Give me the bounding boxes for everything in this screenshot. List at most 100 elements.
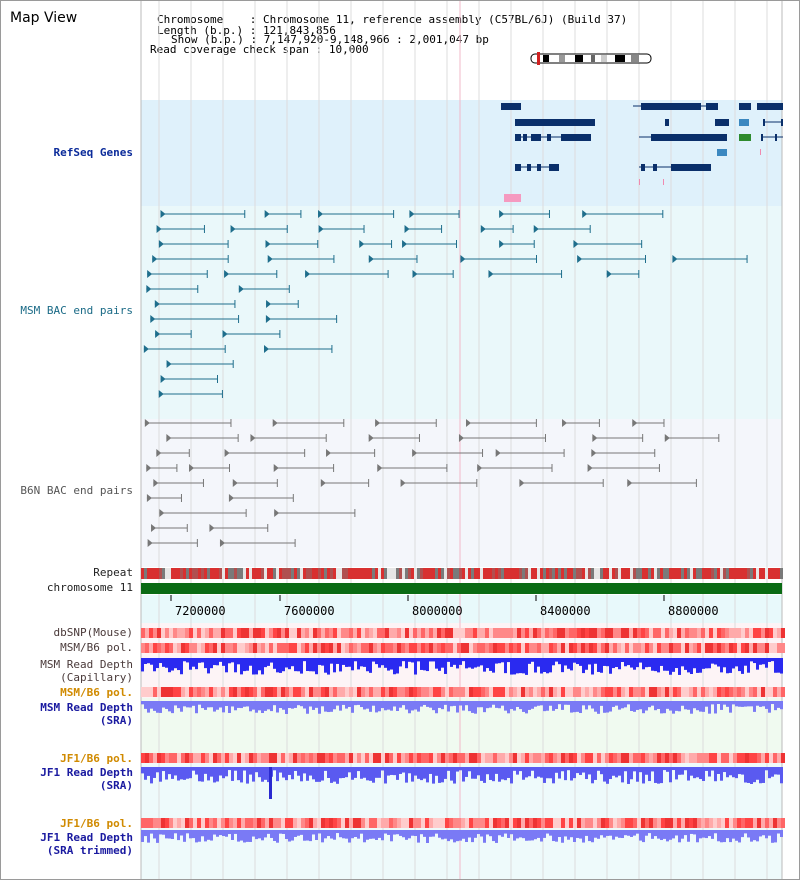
msm-depth-sra-bar — [687, 701, 690, 710]
msm-depth-capillary-bar — [777, 658, 780, 673]
jf1-b6-pol-trim-cell — [641, 818, 645, 828]
repeat-segment — [405, 568, 408, 579]
msm-depth-sra-bar — [141, 701, 144, 705]
gene-exon — [515, 119, 595, 126]
msm-depth-sra-bar — [777, 701, 780, 708]
jf1-depth-sra-bar — [321, 767, 324, 781]
jf1-depth-sra-bar — [474, 767, 477, 779]
msm-b6-pol-sra-cell — [413, 687, 417, 697]
msm-b6-pol-cell — [169, 643, 173, 653]
b6n-bac-label[interactable]: B6N BAC end pairs — [20, 484, 133, 497]
msm-b6-pol-cell — [657, 643, 661, 653]
msm-bac-end-pairs-track[interactable] — [143, 210, 748, 398]
jf1-b6-pol-trim-cell — [701, 818, 705, 828]
msm-b6-pol-cell — [525, 643, 529, 653]
jf1-b6-pol-cell — [685, 753, 689, 763]
msm-depth-capillary-bar — [750, 658, 753, 662]
jf1-b6-pol-cell — [293, 753, 297, 763]
repeat-segment — [654, 568, 657, 579]
msm-b6-pol-cell — [321, 643, 325, 653]
msm-depth-capillary-bar — [684, 658, 687, 670]
msm-depth-sra-bar — [612, 701, 615, 707]
dbsnp-cell — [313, 628, 317, 638]
jf1-depth-trimmed-bar — [684, 830, 687, 836]
bac-end-marker — [166, 434, 172, 442]
refseq-genes-track[interactable] — [501, 103, 783, 202]
repeat-segment — [591, 568, 594, 579]
jf1-b6-pol-trim-cell — [433, 818, 437, 828]
msm-b6-pol-sra-cell — [609, 687, 613, 697]
repeat-segment — [525, 568, 528, 579]
msm-b6-pol-sra-cell — [253, 687, 257, 697]
msm-depth-capillary-bar — [318, 658, 321, 665]
msm-b6-pol-sra-cell — [165, 687, 169, 697]
msm-bac-label[interactable]: MSM BAC end pairs — [20, 304, 133, 317]
repeat-segment — [150, 568, 153, 579]
msm-depth-capillary-bar — [540, 658, 543, 674]
msm-depth-capillary-bar — [312, 658, 315, 672]
msm-depth-capillary-bar — [270, 658, 273, 663]
msm-depth-capillary-bar — [564, 658, 567, 666]
bac-end-marker — [273, 464, 279, 472]
jf1-b6-pol-trim-cell — [745, 818, 749, 828]
jf1-b6-pol-trim-cell — [609, 818, 613, 828]
gene-exon — [717, 134, 727, 141]
msm-depth-capillary-bar — [357, 658, 360, 670]
msm-depth-capillary-bar — [621, 658, 624, 662]
jf1-depth-trimmed-bar — [744, 830, 747, 834]
dbsnp-cell — [641, 628, 645, 638]
msm-depth-sra-bar — [321, 701, 324, 707]
jf1-b6-pol-cell — [193, 753, 197, 763]
msm-b6-pol-cell — [297, 643, 301, 653]
bac-end-marker — [480, 225, 486, 233]
msm-depth-sra-bar — [498, 701, 501, 709]
jf1-depth-sra-bar — [153, 767, 156, 778]
jf1-b6-pol-trim-cell — [549, 818, 553, 828]
msm-depth-capillary-bar — [519, 658, 522, 674]
msm-b6-pol-cell — [477, 643, 481, 653]
jf1-b6-pol-cell — [481, 753, 485, 763]
msm-depth-capillary-bar — [228, 658, 231, 664]
jf1-depth-trimmed-bar — [363, 830, 366, 843]
repeat-segment — [336, 568, 339, 579]
msm-b6-pol-cell — [353, 643, 357, 653]
repeat-segment — [444, 568, 447, 579]
jf1-depth-trimmed-bar — [696, 830, 699, 843]
refseq-genes-label[interactable]: RefSeq Genes — [53, 146, 133, 159]
jf1-depth-sra-bar — [690, 767, 693, 776]
jf1-depth-sra-bar — [630, 767, 633, 780]
msm-b6-pol-sra-cell — [701, 687, 705, 697]
repeat-segment — [630, 568, 633, 579]
msm-b6-pol-sra-cell — [497, 687, 501, 697]
msm-depth-sra-bar — [651, 701, 654, 706]
msm-depth-capillary-bar — [654, 658, 657, 672]
msm-b6-pol-cell — [777, 643, 781, 653]
msm-b6-pol-cell — [693, 643, 697, 653]
dbsnp-cell — [477, 628, 481, 638]
msm-depth-capillary-bar — [747, 658, 750, 673]
msm-depth-sra-bar — [774, 701, 777, 711]
jf1-b6-pol-trim-cell — [689, 818, 693, 828]
chromosome-ideogram[interactable] — [530, 52, 652, 65]
msm-b6-pol-cell — [141, 643, 145, 653]
jf1-b6-pol-cell — [525, 753, 529, 763]
msm-b6-pol-sra-cell — [513, 687, 517, 697]
msm-depth-capillary-bar — [159, 658, 162, 664]
msm-depth-sra-bar — [771, 701, 774, 705]
msm-b6-pol-cell — [729, 643, 733, 653]
repeat-segment — [195, 568, 198, 579]
jf1-b6-pol-cell — [597, 753, 601, 763]
dbsnp-cell — [201, 628, 205, 638]
jf1-depth-trimmed-bar — [507, 830, 510, 838]
dbsnp-label: dbSNP(Mouse) — [53, 626, 133, 639]
b6n-bac-end-pairs-track[interactable] — [144, 419, 720, 547]
jf1-depth-trimmed-sub-label: (SRA trimmed) — [46, 844, 133, 857]
msm-b6-pol-sra-cell — [397, 687, 401, 697]
msm-depth-capillary-bar — [534, 658, 537, 673]
repeat-segment — [210, 568, 213, 579]
jf1-depth-trimmed-bar — [768, 830, 771, 836]
msm-b6-pol-sra-cell — [693, 687, 697, 697]
msm-depth-sra-bar — [300, 701, 303, 707]
jf1-depth-sra-bar — [177, 767, 180, 781]
msm-b6-pol-sra-cell — [357, 687, 361, 697]
